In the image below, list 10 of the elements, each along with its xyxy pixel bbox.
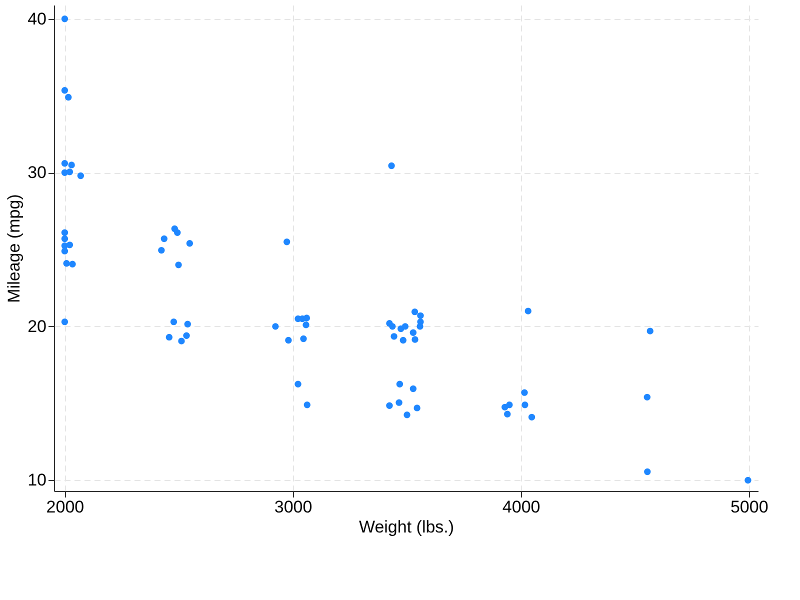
y-axis-title: Mileage (mpg) xyxy=(4,194,24,303)
y-tick-label: 20 xyxy=(28,316,46,336)
x-axis-title: Weight (lbs.) xyxy=(358,518,454,536)
x-tick-label: 3000 xyxy=(274,498,312,516)
x-tick-label: 5000 xyxy=(730,498,768,516)
x-tick-label: 4000 xyxy=(502,498,540,516)
y-tick-label: 30 xyxy=(28,163,46,182)
x-tick-label: 2000 xyxy=(46,498,84,516)
y-tick-label: 10 xyxy=(28,470,46,490)
y-tick-label: 40 xyxy=(28,9,46,28)
